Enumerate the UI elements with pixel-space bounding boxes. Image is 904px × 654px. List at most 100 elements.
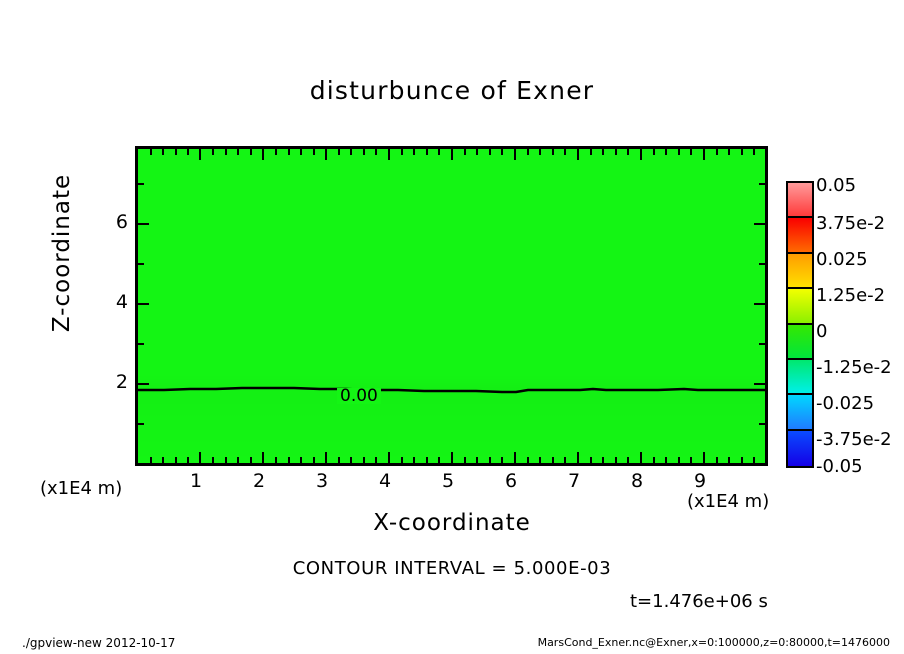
x-tick-minor: [665, 457, 667, 463]
x-tick-minor-top: [363, 149, 365, 155]
x-tick-minor-top: [753, 149, 755, 155]
x-tick-minor-top: [564, 149, 566, 155]
x-tick-minor-top: [288, 149, 290, 155]
colorbar-tick-label: -0.025: [816, 393, 875, 414]
x-tick-minor: [615, 457, 617, 463]
x-tick-minor-top: [413, 149, 415, 155]
x-tick-major-top: [703, 149, 705, 160]
x-tick-minor-top: [237, 149, 239, 155]
y-tick-label: 2: [115, 371, 128, 393]
x-tick-major: [514, 452, 516, 463]
y-tick-label: 4: [115, 291, 128, 313]
x-tick-minor: [741, 457, 743, 463]
x-tick-minor-top: [552, 149, 554, 155]
x-tick-minor: [690, 457, 692, 463]
x-tick-minor: [501, 457, 503, 463]
x-tick-minor: [363, 457, 365, 463]
contour-line-zero: [138, 386, 765, 394]
x-tick-major: [388, 452, 390, 463]
y-tick-minor: [138, 343, 144, 345]
x-tick-major: [640, 452, 642, 463]
x-tick-major: [262, 452, 264, 463]
x-tick-label: 7: [567, 470, 581, 492]
x-tick-major: [199, 452, 201, 463]
x-tick-minor-top: [741, 149, 743, 155]
x-tick-major-top: [388, 149, 390, 160]
x-tick-minor: [438, 457, 440, 463]
y-tick-major: [138, 383, 149, 385]
x-tick-minor-top: [665, 149, 667, 155]
x-tick-minor: [175, 457, 177, 463]
x-tick-minor: [716, 457, 718, 463]
x-tick-minor-top: [300, 149, 302, 155]
contour-value-label: 0.00: [337, 388, 381, 405]
x-tick-major-top: [640, 149, 642, 160]
colorbar-tick-label: 0.025: [816, 249, 868, 270]
x-tick-minor-top: [501, 149, 503, 155]
x-tick-minor-top: [375, 149, 377, 155]
x-tick-minor-top: [150, 149, 152, 155]
x-tick-minor-top: [716, 149, 718, 155]
x-tick-minor-top: [464, 149, 466, 155]
y-tick-major-right: [754, 383, 765, 385]
colorbar-segment-cyan-blue: [788, 395, 812, 431]
x-tick-major: [703, 452, 705, 463]
y-tick-major-right: [754, 303, 765, 305]
x-tick-minor: [338, 457, 340, 463]
heatmap-field: [138, 149, 765, 463]
x-tick-minor-top: [590, 149, 592, 155]
x-tick-minor-top: [539, 149, 541, 155]
x-tick-minor: [350, 457, 352, 463]
x-tick-major: [325, 452, 327, 463]
x-tick-minor: [602, 457, 604, 463]
x-tick-minor-top: [489, 149, 491, 155]
x-tick-minor: [212, 457, 214, 463]
y-tick-minor: [138, 263, 144, 265]
x-tick-major-top: [325, 149, 327, 160]
x-tick-minor: [678, 457, 680, 463]
colorbar-segment-green: [788, 324, 812, 360]
x-tick-label: 4: [378, 470, 392, 492]
page-title: disturbunce of Exner: [309, 76, 595, 105]
x-tick-label: 1: [189, 470, 203, 492]
y-tick-minor-right: [759, 183, 765, 185]
x-tick-label: 6: [504, 470, 518, 492]
heatmap-field-shading: [138, 149, 765, 463]
x-tick-minor: [476, 457, 478, 463]
y-tick-minor-right: [759, 423, 765, 425]
footer-left-label: ./gpview-new 2012-10-17: [22, 636, 176, 650]
x-tick-major-top: [199, 149, 201, 160]
colorbar-tick-label: 0: [816, 321, 828, 342]
y-tick-major: [138, 303, 149, 305]
x-tick-label: 3: [315, 470, 329, 492]
colorbar-tick-label: -0.05: [816, 456, 863, 477]
time-label: t=1.476e+06 s: [630, 591, 768, 612]
x-axis-title: X-coordinate: [373, 510, 531, 536]
x-tick-minor-top: [690, 149, 692, 155]
x-tick-minor-top: [615, 149, 617, 155]
colorbar-segment-red-orange: [788, 218, 812, 254]
colorbar-segment-green-cyan: [788, 359, 812, 396]
x-tick-major-top: [451, 149, 453, 160]
x-units-right-label: (x1E4 m): [687, 491, 770, 512]
colorbar-tick-label: 1.25e-2: [816, 285, 886, 306]
x-tick-label: 9: [693, 470, 707, 492]
y-tick-minor-right: [759, 263, 765, 265]
x-tick-minor-top: [602, 149, 604, 155]
x-tick-minor-top: [476, 149, 478, 155]
x-tick-minor-top: [527, 149, 529, 155]
x-tick-minor-top: [250, 149, 252, 155]
x-tick-minor: [237, 457, 239, 463]
colorbar-tick-label: -3.75e-2: [816, 429, 892, 450]
x-tick-major: [451, 452, 453, 463]
colorbar-tick-label: 3.75e-2: [816, 213, 886, 234]
x-tick-label: 2: [252, 470, 266, 492]
x-tick-minor: [527, 457, 529, 463]
x-tick-minor: [150, 457, 152, 463]
x-tick-minor-top: [438, 149, 440, 155]
colorbar: [786, 181, 814, 468]
x-tick-major-top: [514, 149, 516, 160]
y-tick-minor: [138, 423, 144, 425]
y-axis-title: Z-coordinate: [49, 173, 75, 333]
x-tick-minor: [375, 457, 377, 463]
